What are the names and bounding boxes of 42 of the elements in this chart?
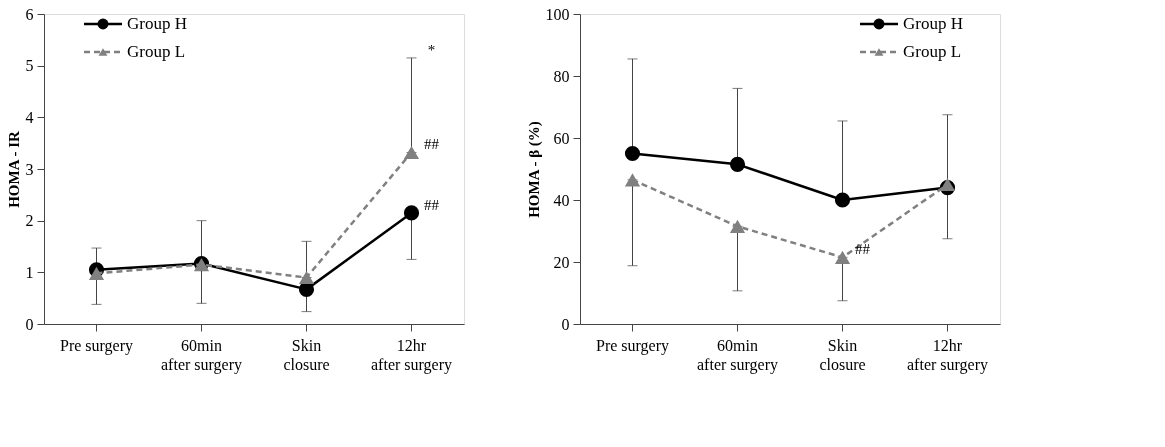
y-axis-title: HOMA - IR <box>5 131 22 208</box>
annotation: ## <box>424 136 440 153</box>
point <box>939 177 956 192</box>
x-tick-label: 60min after surgery <box>161 336 242 374</box>
y-tick-label: 0 <box>25 315 34 333</box>
annotation: ## <box>424 196 440 213</box>
y-tick-label: 0 <box>561 315 570 333</box>
y-tick-label: 5 <box>25 57 34 75</box>
y-tick-label: 4 <box>25 108 34 126</box>
legend-label: Group H <box>127 14 187 33</box>
point <box>834 192 851 208</box>
annotation: ## <box>855 241 871 258</box>
x-tick-label: Pre surgery <box>595 336 670 355</box>
y-tick-label: 2 <box>25 212 34 230</box>
y-tick-label: 1 <box>25 263 34 281</box>
y-axis-title: HOMA - β (%) <box>525 121 543 218</box>
x-tick-label: Pre surgery <box>59 336 134 355</box>
x-tick-label: 12hr after surgery <box>371 336 452 374</box>
point <box>624 145 641 162</box>
y-tick-label: 60 <box>553 129 570 147</box>
point <box>729 156 746 172</box>
legend-label: Group L <box>127 42 186 61</box>
point <box>298 270 315 285</box>
x-tick-label: Skin closure <box>283 336 330 373</box>
point <box>624 173 641 187</box>
y-tick-label: 80 <box>553 67 570 85</box>
legend-label: Group L <box>903 42 962 61</box>
y-tick-label: 20 <box>553 253 570 271</box>
y-tick-label: 6 <box>25 5 34 23</box>
y-tick-label: 3 <box>25 160 34 178</box>
point <box>729 219 746 233</box>
annotation: * <box>427 41 436 58</box>
y-tick-label: 100 <box>545 5 570 23</box>
legend-label: Group H <box>903 14 963 33</box>
x-tick-label: 60min after surgery <box>697 336 778 374</box>
y-tick-label: 40 <box>553 191 570 209</box>
point <box>403 205 420 221</box>
point <box>88 266 105 280</box>
point <box>403 145 420 160</box>
point <box>834 250 851 264</box>
x-tick-label: Skin closure <box>819 336 866 373</box>
x-tick-label: 12hr after surgery <box>907 336 988 374</box>
